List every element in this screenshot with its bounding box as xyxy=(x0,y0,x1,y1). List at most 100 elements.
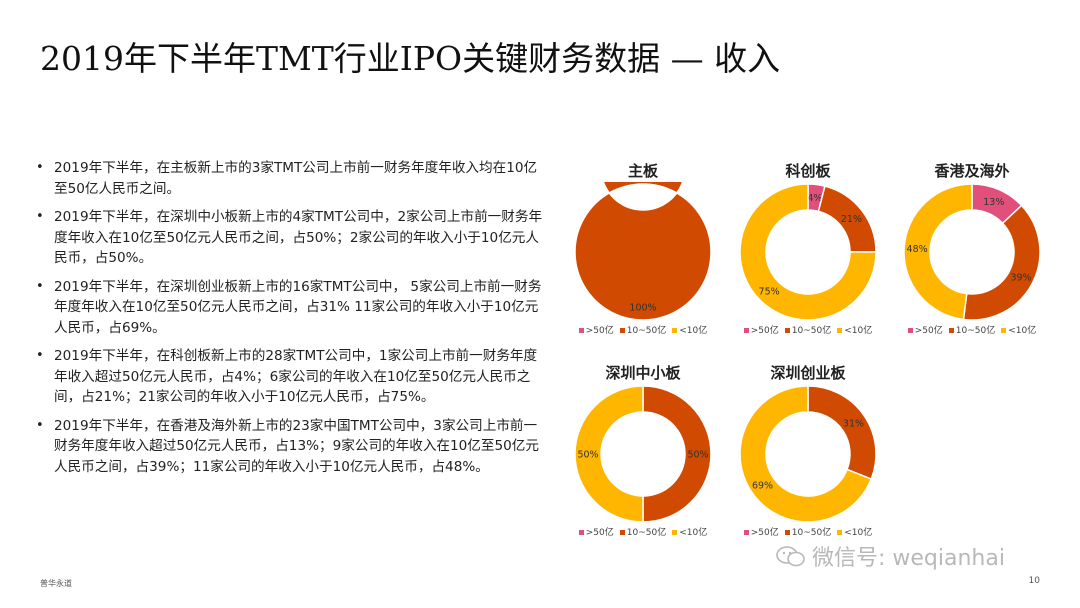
slice-label: 50% xyxy=(687,450,708,461)
legend-label: 10~50亿 xyxy=(626,326,667,336)
legend-label: <10亿 xyxy=(1008,326,1037,336)
chart-legend: >50亿 10~50亿 <10亿 xyxy=(568,525,718,538)
donut-slice xyxy=(962,204,1041,321)
legend-label: >50亿 xyxy=(750,528,779,538)
slice-label: 48% xyxy=(907,244,928,255)
donut-slice xyxy=(739,183,877,321)
donut-slice xyxy=(903,183,973,321)
legend-label: <10亿 xyxy=(844,528,873,538)
legend-label: >50亿 xyxy=(914,326,943,336)
legend-swatch xyxy=(784,529,790,535)
legend-swatch xyxy=(907,327,913,333)
legend-swatch xyxy=(619,327,625,333)
donut-svg: 13% 39% 48% xyxy=(903,183,1041,321)
chart-legend: >50亿 10~50亿 <10亿 xyxy=(733,323,883,336)
legend-swatch xyxy=(1001,327,1007,333)
donut-slice xyxy=(574,385,644,523)
legend-item: <10亿 xyxy=(837,326,872,336)
legend-swatch xyxy=(743,327,749,333)
legend-label: <10亿 xyxy=(679,326,708,336)
legend-swatch xyxy=(948,327,954,333)
slice-label: 21% xyxy=(841,214,862,225)
legend-swatch xyxy=(837,529,843,535)
legend-item: 10~50亿 xyxy=(784,326,832,336)
legend-label: 10~50亿 xyxy=(791,326,832,336)
chart-title: 深圳创业板 xyxy=(770,364,846,382)
slice-label: 100% xyxy=(629,303,656,314)
bullet-item: • 2019年下半年，在深圳中小板新上市的4家TMT公司中，2家公司上市前一财务年… xyxy=(36,209,543,266)
legend-item: 10~50亿 xyxy=(784,528,832,538)
legend-swatch xyxy=(578,327,584,333)
legend-item: <10亿 xyxy=(837,528,872,538)
donut-chart-star-market: 科创板 4% 21% 75% >50亿 10~50亿 <10亿 xyxy=(733,160,883,345)
legend-label: 10~50亿 xyxy=(955,326,996,336)
legend-label: <10亿 xyxy=(679,528,708,538)
bullet-text: 2019年下半年，在深圳中小板新上市的4家TMT公司中，2家公司上市前一财务年度… xyxy=(54,209,543,266)
footer-source: 普华永道 xyxy=(40,579,72,588)
chart-legend: >50亿 10~50亿 <10亿 xyxy=(733,525,883,538)
chart-legend: >50亿 10~50亿 <10亿 xyxy=(568,323,718,336)
donut-chart-hk-overseas: 香港及海外 13% 39% 48% >50亿 10~50亿 <10亿 xyxy=(897,160,1047,345)
donut-slice xyxy=(807,385,877,481)
legend-swatch xyxy=(743,529,749,535)
legend-item: <10亿 xyxy=(672,326,707,336)
page-number: 10 xyxy=(1028,576,1040,586)
donut-chart-chinext: 深圳创业板 31% 69% >50亿 10~50亿 <10亿 xyxy=(733,362,883,547)
donut-chart-sme-board: 深圳中小板 50% 50% >50亿 10~50亿 <10亿 xyxy=(568,362,718,547)
chart-title: 科创板 xyxy=(785,162,831,180)
chart-title: 香港及海外 xyxy=(934,162,1010,180)
legend-label: 10~50亿 xyxy=(626,528,667,538)
donut-slice xyxy=(642,385,712,523)
chart-title: 深圳中小板 xyxy=(605,364,681,382)
bullet-item: • 2019年下半年，在主板新上市的3家TMT公司上市前一财务年度年收入均在10亿… xyxy=(36,160,538,197)
bullet-item: • 2019年下半年，在香港及海外新上市的23家中国TMT公司中，3家公司上市前一… xyxy=(36,417,539,475)
donut-svg: 100% xyxy=(574,182,712,321)
slice-label: 69% xyxy=(752,480,773,491)
slice-label: 13% xyxy=(983,197,1004,208)
watermark-text: 微信号: weqianhai xyxy=(812,546,1005,571)
legend-label: >50亿 xyxy=(585,528,614,538)
donut-slice xyxy=(739,385,873,523)
bullet-item: • 2019年下半年，在科创板新上市的28家TMT公司中，1家公司上市前一财务年度… xyxy=(36,348,538,405)
legend-item: <10亿 xyxy=(1001,326,1036,336)
page-title: 2019年下半年TMT行业IPO关键财务数据 — 收入 xyxy=(40,39,781,78)
wechat-icon xyxy=(776,545,806,575)
legend-item: >50亿 xyxy=(578,326,614,336)
legend-label: 10~50亿 xyxy=(791,528,832,538)
legend-item: >50亿 xyxy=(743,326,779,336)
donut-svg: 4% 21% 75% xyxy=(739,183,877,321)
legend-item: 10~50亿 xyxy=(948,326,996,336)
legend-swatch xyxy=(578,529,584,535)
legend-swatch xyxy=(672,529,678,535)
legend-swatch xyxy=(619,529,625,535)
donut-svg: 31% 69% xyxy=(739,385,877,523)
legend-item: 10~50亿 xyxy=(619,326,667,336)
donut-svg: 50% 50% xyxy=(574,385,712,523)
donut-chart-main-board: 主板 100% >50亿 10~50亿 <10亿 xyxy=(568,160,718,345)
legend-item: <10亿 xyxy=(672,528,707,538)
bullet-text: 2019年下半年，在主板新上市的3家TMT公司上市前一财务年度年收入均在10亿至… xyxy=(54,160,538,197)
slice-label: 75% xyxy=(759,286,780,297)
bullet-text: 2019年下半年，在深圳创业板新上市的16家TMT公司中， 5家公司上市前一财务… xyxy=(54,278,542,336)
legend-item: >50亿 xyxy=(578,528,614,538)
legend-swatch xyxy=(837,327,843,333)
chart-legend: >50亿 10~50亿 <10亿 xyxy=(897,323,1047,336)
bullet-text: 2019年下半年，在香港及海外新上市的23家中国TMT公司中，3家公司上市前一财… xyxy=(54,417,539,475)
legend-label: <10亿 xyxy=(844,326,873,336)
legend-swatch xyxy=(672,327,678,333)
legend-item: 10~50亿 xyxy=(619,528,667,538)
slice-label: 4% xyxy=(807,193,822,204)
chart-title: 主板 xyxy=(627,162,658,180)
slice-label: 39% xyxy=(1010,272,1031,283)
legend-item: >50亿 xyxy=(907,326,943,336)
bullet-list: • 2019年下半年，在主板新上市的3家TMT公司上市前一财务年度年收入均在10亿… xyxy=(34,158,544,485)
slice-label: 31% xyxy=(843,419,864,430)
legend-swatch xyxy=(784,327,790,333)
legend-item: >50亿 xyxy=(743,528,779,538)
slice-label: 50% xyxy=(577,450,598,461)
legend-label: >50亿 xyxy=(750,326,779,336)
donut-slice xyxy=(574,182,712,321)
bullet-item: • 2019年下半年，在深圳创业板新上市的16家TMT公司中， 5家公司上市前一财… xyxy=(36,278,542,336)
bullet-text: 2019年下半年，在科创板新上市的28家TMT公司中，1家公司上市前一财务年度年… xyxy=(54,348,538,405)
legend-label: >50亿 xyxy=(585,326,614,336)
